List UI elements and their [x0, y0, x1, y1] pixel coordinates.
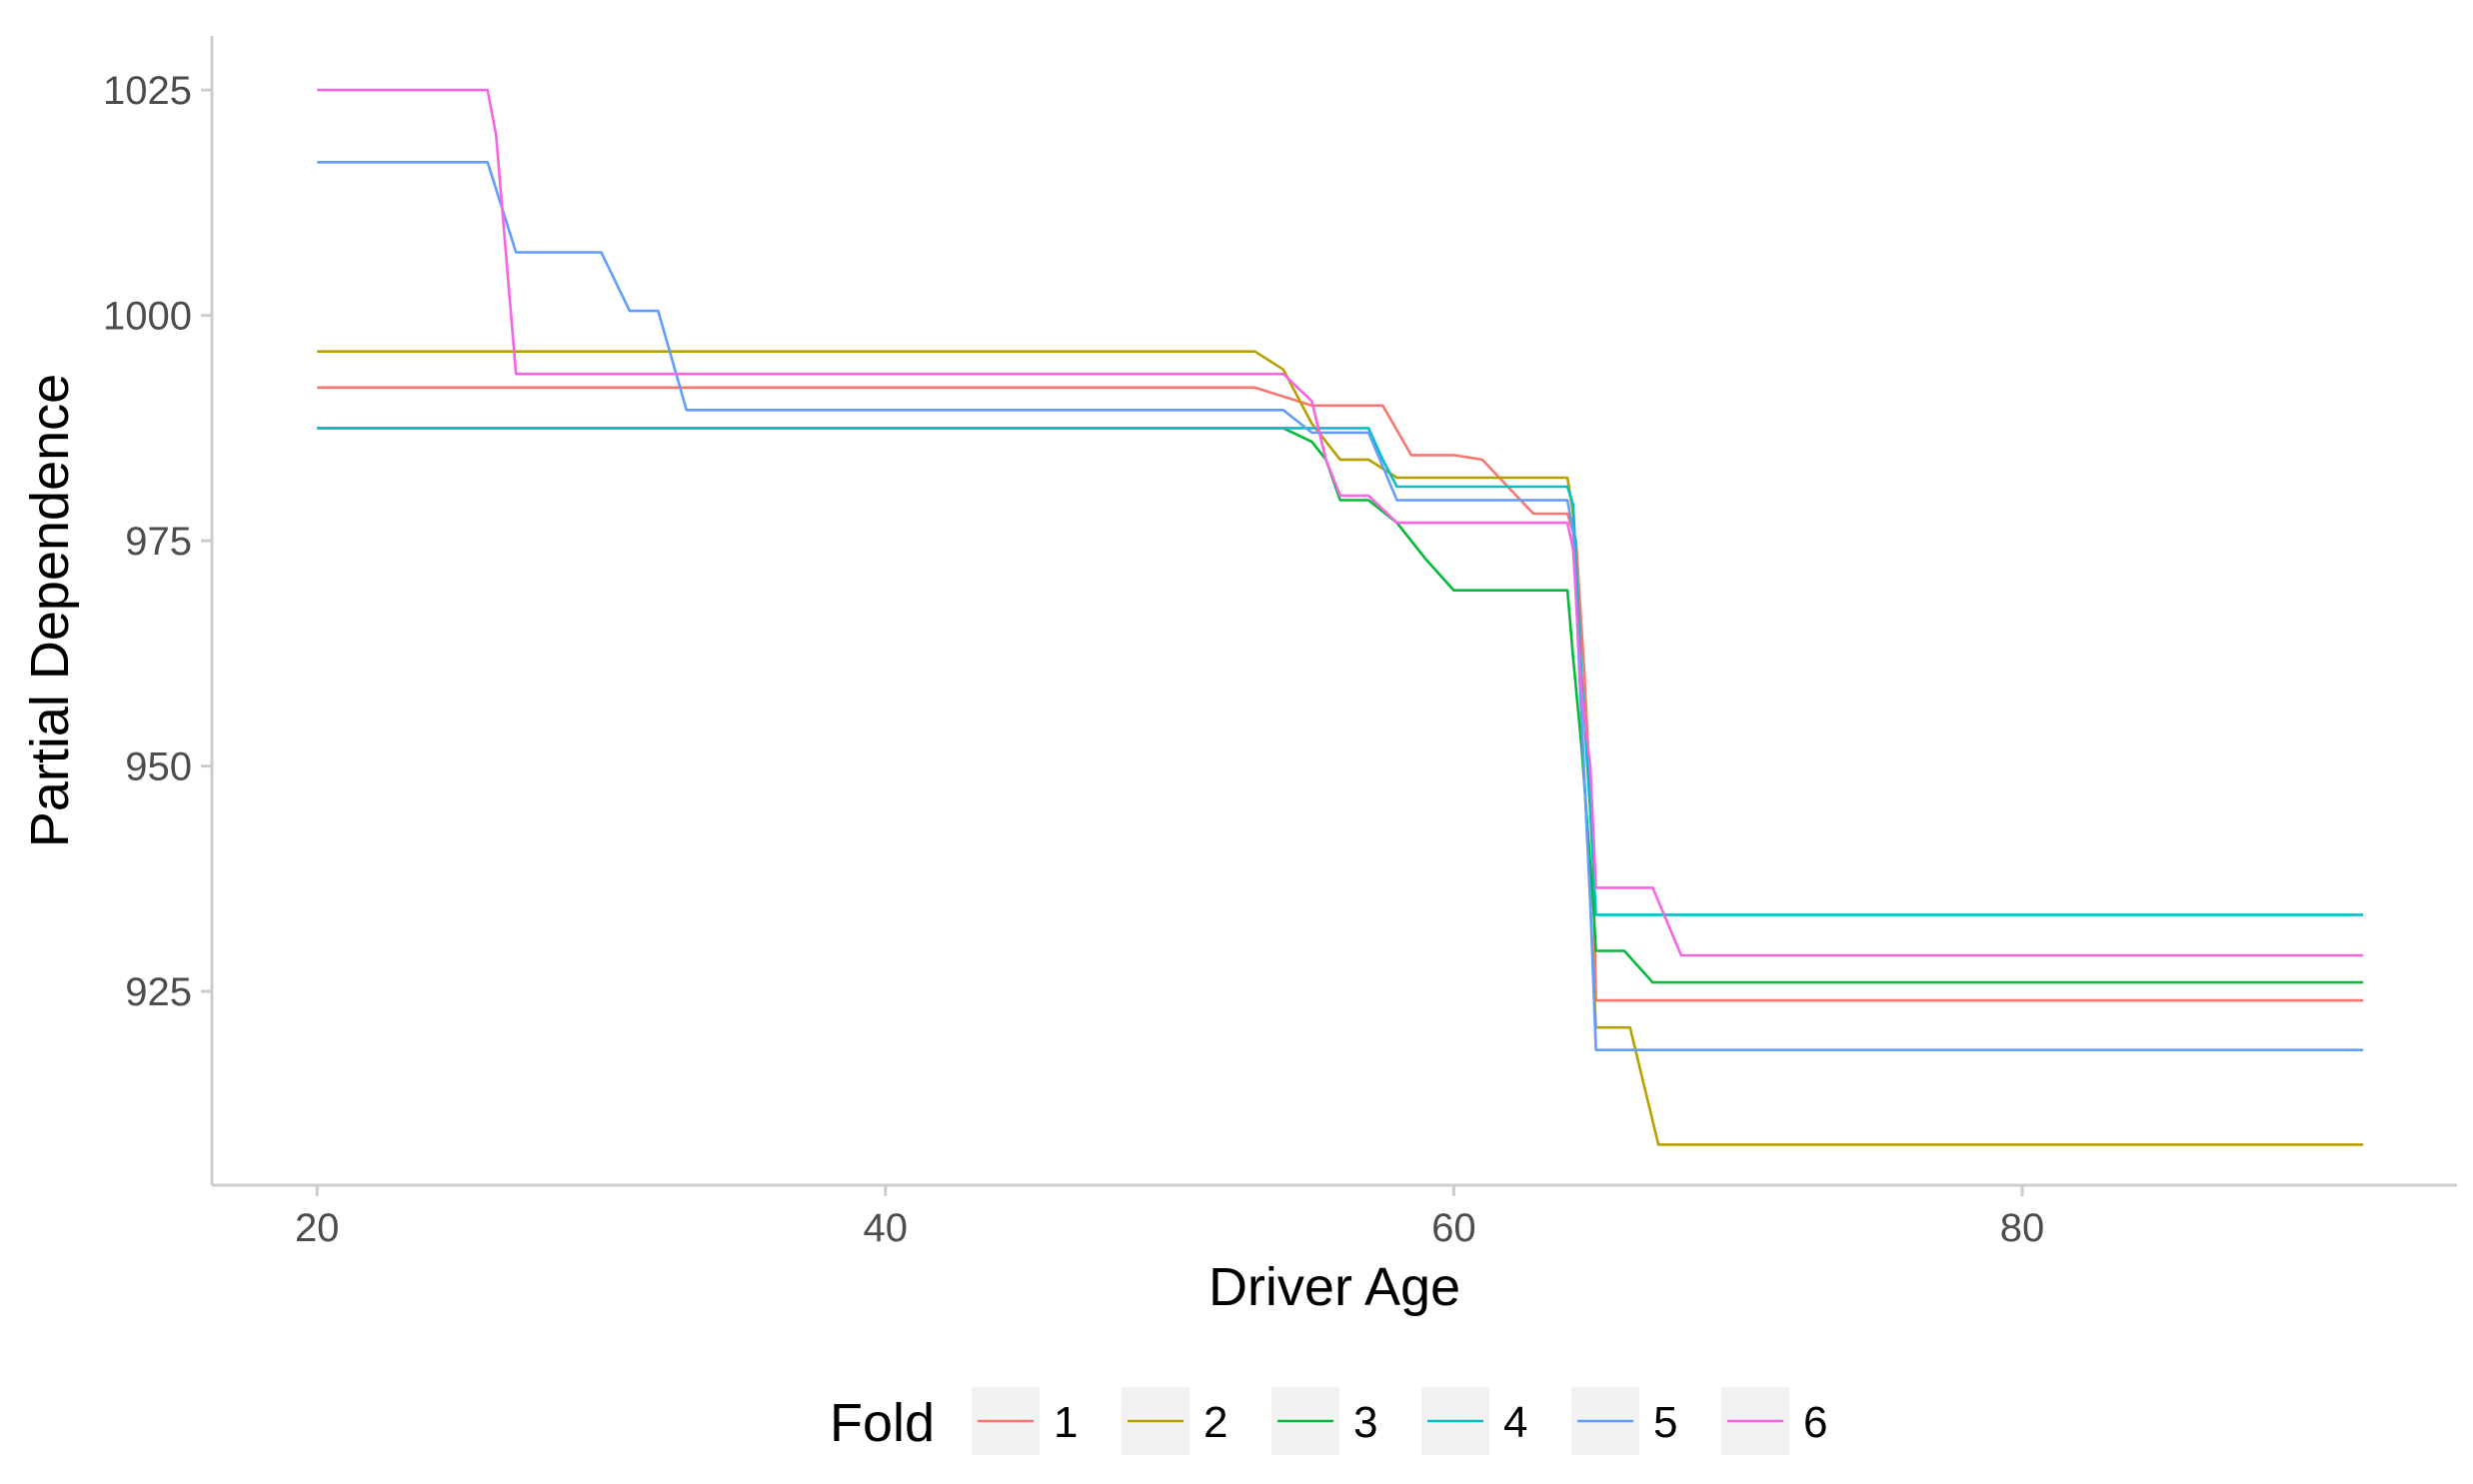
legend-item-fold-4: 4 [1421, 1387, 1527, 1455]
legend-label: 1 [1054, 1398, 1078, 1447]
legend-label: 5 [1653, 1398, 1677, 1447]
x-tick-label: 80 [2000, 1206, 2045, 1250]
legend-label: 2 [1204, 1398, 1228, 1447]
x-axis-title: Driver Age [1209, 1257, 1460, 1317]
x-tick-label: 40 [864, 1206, 909, 1250]
y-tick-label: 975 [125, 520, 192, 564]
legend-label: 4 [1503, 1398, 1527, 1447]
x-axis-ticks: 20 40 60 80 [295, 1185, 2044, 1250]
legend-item-fold-1: 1 [972, 1387, 1078, 1455]
legend-title: Fold [830, 1393, 935, 1453]
series-line-fold-2 [317, 350, 2364, 1146]
series-line-fold-4 [317, 427, 2364, 916]
x-tick-label: 20 [295, 1206, 340, 1250]
y-tick-label: 925 [125, 970, 192, 1014]
legend-keys: 1 2 3 4 5 6 [972, 1387, 1827, 1455]
legend-item-fold-6: 6 [1721, 1387, 1827, 1455]
legend-item-fold-3: 3 [1271, 1387, 1377, 1455]
y-tick-label: 1000 [103, 295, 192, 339]
series-line-fold-5 [317, 161, 2364, 1051]
series-line-fold-1 [317, 386, 2364, 1002]
series-lines [317, 88, 2364, 1146]
y-tick-label: 1025 [103, 69, 192, 113]
y-axis-title: Partial Dependence [20, 374, 80, 847]
x-tick-label: 60 [1431, 1206, 1476, 1250]
series-line-fold-3 [317, 427, 2364, 984]
legend-item-fold-2: 2 [1122, 1387, 1228, 1455]
legend: Fold 1 2 3 4 5 6 [830, 1387, 1827, 1455]
legend-label: 3 [1353, 1398, 1377, 1447]
legend-item-fold-5: 5 [1571, 1387, 1677, 1455]
legend-label: 6 [1803, 1398, 1827, 1447]
y-tick-label: 950 [125, 745, 192, 789]
y-axis-ticks: 925 950 975 1000 1025 [103, 69, 212, 1014]
series-line-fold-6 [317, 88, 2364, 957]
